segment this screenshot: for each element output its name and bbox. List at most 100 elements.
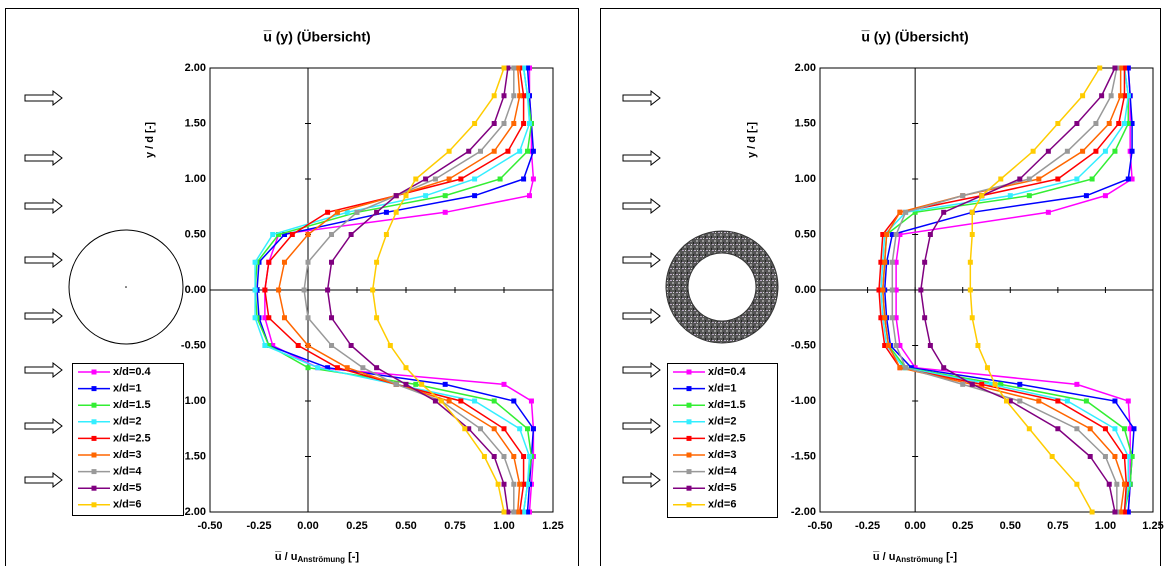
marker: [1080, 93, 1086, 99]
marker: [281, 232, 287, 237]
marker: [325, 365, 331, 371]
x-tick-label: 1.00: [1095, 520, 1116, 532]
marker: [501, 481, 507, 487]
x-tick-label: 0.00: [904, 520, 925, 532]
marker: [270, 232, 276, 237]
y-tick-label: -1.50: [791, 450, 816, 462]
marker: [876, 287, 882, 293]
legend-label: x/d=4: [113, 466, 142, 478]
y-tick-label: -1.00: [791, 395, 816, 407]
marker: [1112, 454, 1118, 459]
legend-marker: [91, 369, 97, 375]
marker: [1064, 398, 1070, 404]
legend-marker: [91, 469, 97, 475]
marker: [897, 365, 903, 371]
x-tick-label: 0.00: [297, 520, 318, 532]
marker: [998, 381, 1004, 387]
marker: [432, 398, 438, 404]
marker: [442, 193, 448, 199]
marker: [880, 232, 886, 237]
arrow: [622, 89, 661, 107]
marker: [477, 148, 483, 154]
marker: [1106, 121, 1112, 126]
legend-label: x/d=3: [113, 449, 141, 461]
marker: [252, 287, 258, 293]
y-tick-label: -0.50: [791, 339, 816, 351]
y-tick-label: 0.00: [185, 284, 206, 296]
legend-marker: [91, 452, 97, 458]
legend-marker: [686, 419, 692, 425]
marker: [301, 287, 307, 293]
marker: [521, 481, 527, 487]
marker: [893, 315, 899, 321]
marker: [1108, 93, 1114, 99]
marker: [969, 232, 975, 237]
legend-marker: [91, 502, 97, 508]
marker: [1125, 509, 1131, 515]
marker: [325, 209, 331, 215]
marker: [1089, 176, 1095, 182]
marker: [1074, 121, 1080, 126]
marker: [1118, 509, 1124, 515]
x-axis-label-part: u̅ / u: [872, 551, 895, 563]
marker: [1074, 481, 1080, 487]
x-tick-label: 0.50: [1000, 520, 1021, 532]
legend-label: x/d=6: [708, 499, 736, 511]
marker: [1045, 148, 1051, 154]
marker: [1116, 121, 1122, 126]
panel-frame: [600, 8, 1161, 566]
x-tick-label: -0.50: [197, 520, 222, 532]
marker: [1125, 93, 1131, 99]
y-tick-label: -2.00: [791, 506, 816, 518]
marker: [289, 232, 295, 237]
marker: [515, 65, 521, 71]
legend-label: x/d=5: [708, 482, 736, 494]
marker: [1083, 193, 1089, 199]
x-axis-label-part: [-]: [348, 551, 359, 563]
marker: [472, 398, 478, 404]
marker: [491, 93, 497, 99]
marker: [1036, 398, 1042, 404]
marker: [262, 287, 268, 293]
marker: [1114, 481, 1120, 487]
marker: [374, 315, 380, 321]
marker: [511, 454, 517, 459]
marker: [1080, 148, 1086, 154]
marker: [521, 509, 527, 515]
marker: [1125, 398, 1131, 404]
marker: [501, 121, 507, 126]
marker: [505, 509, 511, 515]
marker: [517, 481, 523, 487]
arrow: [622, 307, 661, 325]
marker: [348, 343, 354, 348]
marker: [918, 287, 924, 293]
legend-label: x/d=3: [708, 449, 736, 461]
marker: [511, 121, 517, 126]
marker: [413, 381, 419, 387]
marker: [893, 287, 899, 293]
marker: [305, 232, 311, 237]
marker: [360, 365, 366, 371]
marker: [403, 381, 409, 387]
legend-label: x/d=2: [113, 416, 141, 428]
marker: [530, 426, 536, 432]
marker: [525, 93, 531, 99]
legend-label: x/d=2: [708, 416, 736, 428]
legend-label: x/d=6: [113, 499, 141, 511]
legend-label: x/d=1.5: [708, 399, 746, 411]
chart-title: u̅ (y) (Übersicht): [263, 29, 371, 45]
marker: [908, 365, 914, 371]
marker: [889, 232, 895, 237]
marker: [329, 343, 335, 348]
x-axis-label-part: u̅ / u: [274, 551, 297, 563]
marker: [1121, 65, 1127, 71]
flow-arrows: [24, 89, 661, 489]
legend-marker: [686, 502, 692, 508]
marker: [1026, 426, 1032, 432]
legend-label: x/d=1: [708, 383, 736, 395]
series: [918, 65, 1118, 515]
marker: [511, 398, 517, 404]
marker: [266, 343, 272, 348]
